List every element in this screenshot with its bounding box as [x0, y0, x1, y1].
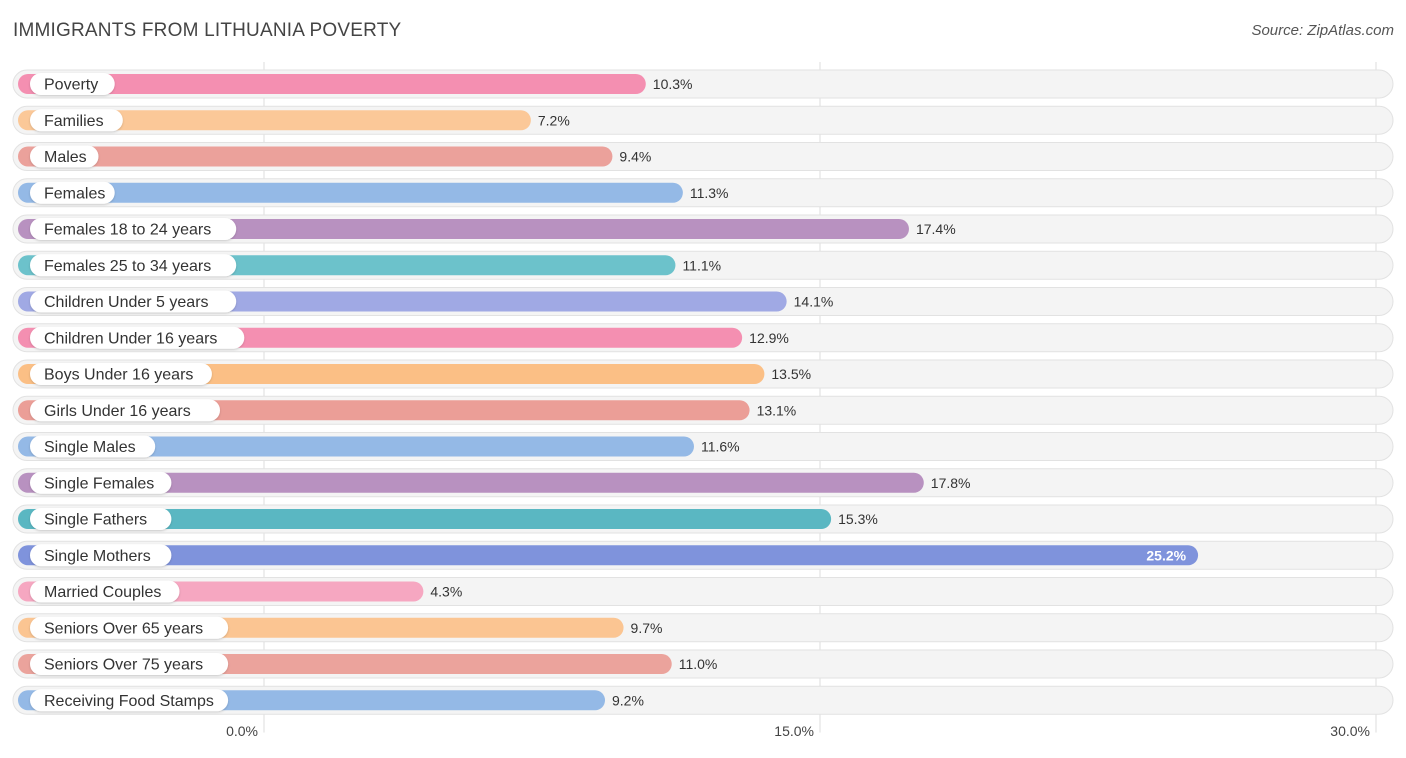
bar-row: Single Fathers 15.3% [12, 504, 1394, 534]
category-label: Males [44, 149, 87, 166]
category-pill [30, 145, 99, 168]
category-pill [30, 254, 237, 277]
bar [18, 509, 832, 529]
bar-row: Females 11.3% [12, 178, 1394, 208]
category-pill [30, 435, 156, 458]
category-label: Poverty [44, 77, 98, 94]
bar-row: Seniors Over 65 years 9.7% [12, 613, 1394, 643]
category-pill [30, 181, 115, 204]
category-pill [30, 653, 229, 675]
bar-row: Seniors Over 75 years 11.0% [12, 649, 1394, 679]
category-pill [30, 399, 220, 422]
value-label: 11.0% [679, 656, 718, 672]
value-label: 9.7% [631, 620, 663, 636]
bar-row: Single Males 11.6% [12, 432, 1394, 461]
category-label: Single Males [44, 439, 136, 456]
category-label: Receiving Food Stamps [44, 693, 214, 710]
source-credit: Source: ZipAtlas.com [1251, 22, 1394, 39]
bar-row: Children Under 5 years 14.1% [12, 287, 1394, 316]
bar-row: Single Mothers 25.2% [12, 540, 1394, 570]
bar-row: Married Couples 4.3% [12, 577, 1394, 606]
rows-layer: Poverty 10.3% Families 7.2% Males 9.4% Females… [12, 69, 1394, 715]
value-label: 13.1% [757, 402, 797, 418]
value-label: 10.3% [653, 76, 693, 92]
bar-row: Boys Under 16 years 13.5% [12, 359, 1394, 389]
bar [18, 219, 909, 239]
bar [18, 182, 683, 203]
category-label: Females [44, 185, 105, 202]
category-label: Single Females [44, 475, 154, 492]
value-label: 15.3% [838, 511, 878, 527]
category-pill [30, 218, 237, 240]
category-pill [30, 290, 237, 313]
value-label: 25.2% [1146, 547, 1186, 563]
bar [18, 146, 613, 167]
category-pill [30, 544, 172, 567]
category-pill [30, 471, 172, 494]
category-label: Single Fathers [44, 512, 147, 529]
category-label: Boys Under 16 years [44, 367, 193, 384]
x-tick-label: 15.0% [774, 723, 814, 739]
category-pill [30, 73, 115, 95]
category-pill [30, 363, 212, 385]
value-label: 4.3% [430, 584, 462, 600]
category-pill [30, 580, 180, 603]
bar-row: Poverty 10.3% [12, 69, 1394, 99]
bar [18, 74, 646, 94]
category-label: Children Under 16 years [44, 330, 217, 347]
category-label: Girls Under 16 years [44, 403, 191, 420]
category-label: Children Under 5 years [44, 294, 209, 311]
bar-row: Females 18 to 24 years 17.4% [12, 214, 1394, 244]
category-label: Families [44, 113, 104, 130]
value-label: 11.1% [682, 257, 721, 273]
chart-title: IMMIGRANTS FROM LITHUANIA POVERTY [13, 20, 402, 41]
category-pill [30, 689, 229, 712]
bar-row: Families 7.2% [12, 105, 1394, 135]
bar-row: Receiving Food Stamps 9.2% [12, 685, 1394, 715]
bar-row: Girls Under 16 years 13.1% [12, 395, 1394, 425]
category-label: Females 18 to 24 years [44, 222, 211, 239]
bar [18, 545, 1199, 566]
value-label: 7.2% [538, 112, 570, 128]
bar-row: Children Under 16 years 12.9% [12, 323, 1394, 353]
bar-row: Females 25 to 34 years 11.1% [12, 250, 1394, 280]
value-label: 9.2% [612, 692, 644, 708]
value-label: 13.5% [771, 366, 811, 382]
category-label: Seniors Over 65 years [44, 620, 203, 637]
x-tick-label: 0.0% [226, 723, 258, 739]
bar-row: Single Females 17.8% [12, 468, 1394, 498]
category-pill [30, 616, 229, 639]
bar-row: Males 9.4% [12, 142, 1394, 171]
bar [18, 110, 531, 131]
value-label: 17.8% [931, 475, 971, 491]
ticks-layer: 0.0% 15.0% 30.0% [226, 723, 1370, 739]
category-label: Seniors Over 75 years [44, 657, 203, 674]
value-label: 9.4% [619, 149, 651, 165]
category-label: Married Couples [44, 584, 161, 601]
x-tick-label: 30.0% [1330, 723, 1370, 739]
bar [18, 436, 694, 457]
value-label: 11.6% [701, 439, 740, 455]
value-label: 12.9% [749, 330, 789, 346]
value-label: 14.1% [794, 294, 834, 310]
value-label: 17.4% [916, 221, 956, 237]
category-label: Single Mothers [44, 548, 151, 565]
bar [18, 472, 924, 493]
category-pill [30, 508, 172, 530]
category-pill [30, 326, 245, 349]
category-label: Females 25 to 34 years [44, 258, 211, 275]
value-label: 11.3% [690, 185, 729, 201]
category-pill [30, 109, 123, 132]
